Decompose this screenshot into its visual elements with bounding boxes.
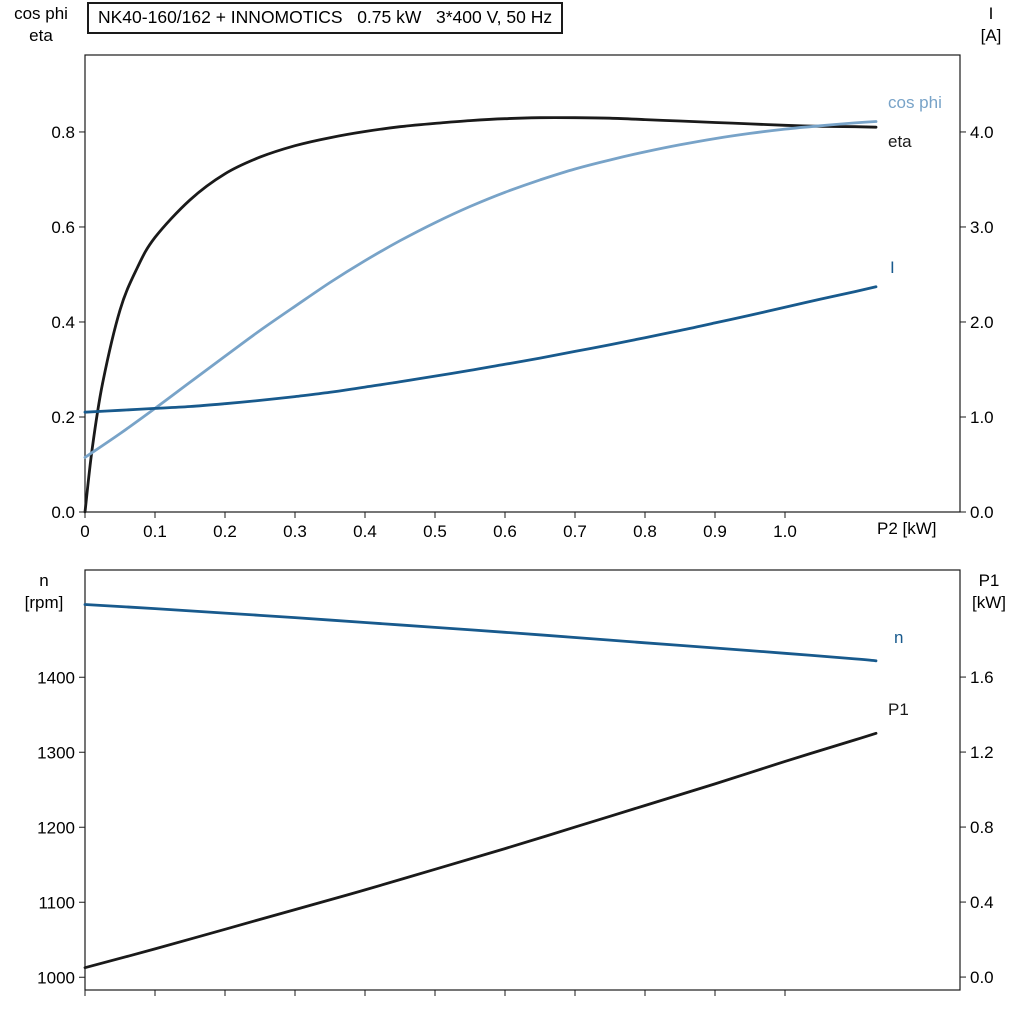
svg-text:0.8: 0.8 — [51, 123, 75, 142]
svg-text:1.2: 1.2 — [970, 743, 994, 762]
svg-text:0.9: 0.9 — [703, 522, 727, 541]
axis-title-current: I — [988, 4, 994, 23]
curve-label-eta: eta — [888, 132, 912, 151]
svg-text:1200: 1200 — [37, 818, 75, 837]
svg-text:0.6: 0.6 — [493, 522, 517, 541]
svg-text:0.4: 0.4 — [970, 893, 994, 912]
svg-text:0.7: 0.7 — [563, 522, 587, 541]
svg-text:0.3: 0.3 — [283, 522, 307, 541]
svg-text:1300: 1300 — [37, 743, 75, 762]
axis-title-eta: eta — [29, 26, 53, 45]
y-left-axis-title-bottom: n [rpm] — [8, 570, 80, 614]
axis-title-current-unit: [A] — [980, 26, 1002, 45]
svg-text:1.0: 1.0 — [970, 408, 994, 427]
svg-text:2.0: 2.0 — [970, 313, 994, 332]
axis-title-p1: P1 — [978, 571, 1000, 590]
chart-title: NK40-160/162 + INNOMOTICS 0.75 kW 3*400 … — [87, 2, 564, 34]
svg-text:0.1: 0.1 — [143, 522, 167, 541]
curve-n — [83, 603, 878, 663]
svg-text:0.2: 0.2 — [51, 408, 75, 427]
x-axis-title: P2 [kW] — [877, 519, 937, 538]
svg-text:0.0: 0.0 — [970, 503, 994, 522]
curve-i — [83, 285, 878, 414]
svg-text:1000: 1000 — [37, 968, 75, 987]
svg-text:0.6: 0.6 — [51, 218, 75, 237]
y-left-axis-title-top: cos phi eta — [6, 3, 76, 47]
svg-text:0.8: 0.8 — [970, 818, 994, 837]
svg-text:1400: 1400 — [37, 668, 75, 687]
svg-text:0: 0 — [80, 522, 89, 541]
svg-text:3.0: 3.0 — [970, 218, 994, 237]
curve-eta — [83, 116, 878, 514]
svg-text:1.0: 1.0 — [773, 522, 797, 541]
curve-p1 — [83, 731, 878, 970]
curve-label-current: I — [890, 258, 895, 277]
axis-title-speed: n — [39, 571, 49, 590]
y-right-axis-title-bottom: P1 [kW] — [960, 570, 1018, 614]
svg-text:4.0: 4.0 — [970, 123, 994, 142]
chart-top: 0 0.1 0.2 0.3 0.4 0.5 0.6 0.7 0.8 0.9 1.0 0.0 0.2 0.4… — [51, 54, 994, 541]
curve-cos-phi — [83, 120, 878, 459]
chart-bottom: 1000 1100 1200 1300 1400 0.0 0.4 0.8 1.2 1.6 — [37, 569, 994, 996]
axis-title-cos-phi: cos phi — [14, 4, 68, 23]
svg-text:0.4: 0.4 — [353, 522, 377, 541]
axis-title-speed-unit: [rpm] — [24, 593, 64, 612]
svg-text:0.2: 0.2 — [213, 522, 237, 541]
svg-text:0.4: 0.4 — [51, 313, 75, 332]
curve-label-speed: n — [894, 628, 904, 647]
svg-text:0.0: 0.0 — [51, 503, 75, 522]
svg-text:0.8: 0.8 — [633, 522, 657, 541]
axis-title-p1-unit: [kW] — [972, 593, 1006, 612]
curve-label-cos-phi: cos phi — [888, 93, 942, 112]
svg-text:0.0: 0.0 — [970, 968, 994, 987]
svg-text:0.5: 0.5 — [423, 522, 447, 541]
curve-label-p1: P1 — [888, 700, 909, 719]
y-right-axis-title-top: I [A] — [964, 3, 1018, 47]
svg-text:1.6: 1.6 — [970, 668, 994, 687]
svg-text:1100: 1100 — [38, 893, 75, 912]
